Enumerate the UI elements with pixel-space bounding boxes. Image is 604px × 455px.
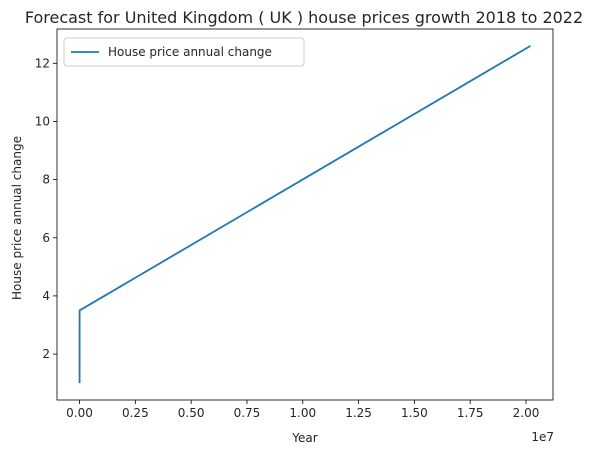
x-tick-label: 0.00 bbox=[66, 406, 93, 420]
y-tick-label: 8 bbox=[42, 173, 50, 187]
y-tick-label: 6 bbox=[42, 231, 50, 245]
x-tick-label: 2.00 bbox=[513, 406, 540, 420]
series-layer bbox=[78, 45, 531, 384]
legend-box bbox=[63, 37, 305, 67]
x-tick-label: 0.75 bbox=[234, 406, 261, 420]
x-tick-label: 0.25 bbox=[122, 406, 149, 420]
x-tick-label: 1.00 bbox=[289, 406, 316, 420]
x-axis-offset-label: 1e7 bbox=[531, 430, 554, 444]
legend-entry-label: House price annual change bbox=[108, 45, 272, 59]
plot-area: 0.00 0.25 0.50 0.75 1.00 1.25 1.50 1.75 2.00 2 4 6 8… bbox=[35, 28, 554, 420]
y-tick-label: 10 bbox=[35, 114, 50, 128]
y-axis-label: House price annual change bbox=[10, 136, 24, 300]
chart-title: Forecast for United Kingdom ( UK ) house… bbox=[25, 8, 583, 27]
x-tick-label: 1.75 bbox=[457, 406, 484, 420]
x-axis-label: Year bbox=[291, 431, 317, 445]
x-tick-label: 1.50 bbox=[401, 406, 428, 420]
y-tick-label: 2 bbox=[42, 347, 50, 361]
y-tick-label: 4 bbox=[42, 289, 50, 303]
axes-frame bbox=[56, 28, 554, 401]
y-tick-label: 12 bbox=[35, 56, 50, 70]
x-tick-label: 1.25 bbox=[345, 406, 372, 420]
legend: House price annual change bbox=[63, 37, 305, 67]
series-line bbox=[78, 45, 531, 384]
x-tick-label: 0.50 bbox=[178, 406, 205, 420]
